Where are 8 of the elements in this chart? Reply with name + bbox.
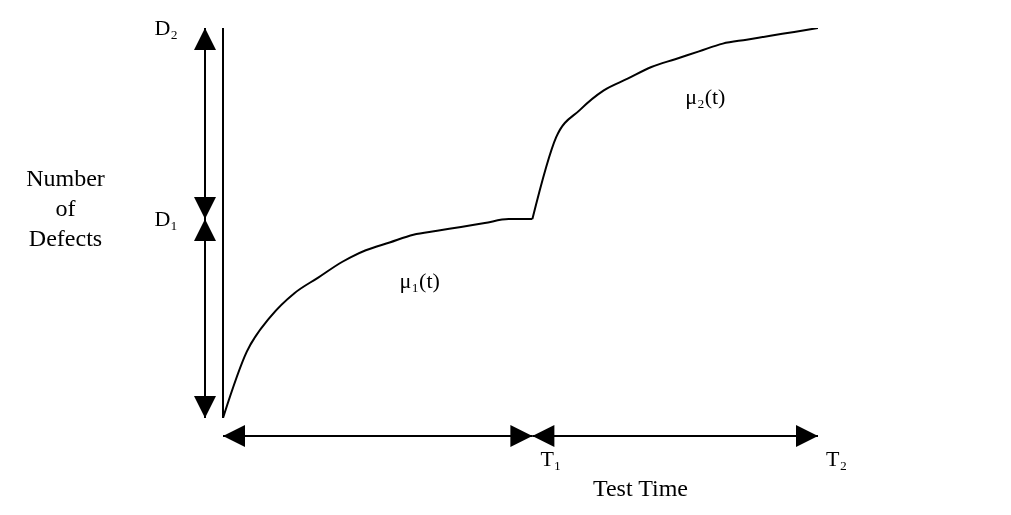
- text: D₂: [154, 15, 178, 40]
- text: T₂: [826, 446, 848, 471]
- text: T₁: [540, 446, 562, 471]
- series-label: μ₁(t): [399, 267, 440, 293]
- x-axis-title: Test Time: [592, 475, 689, 501]
- series-label: μ₂(t): [685, 84, 726, 110]
- y-axis-title: Number of Defects: [25, 164, 106, 253]
- text: D₁: [154, 206, 178, 232]
